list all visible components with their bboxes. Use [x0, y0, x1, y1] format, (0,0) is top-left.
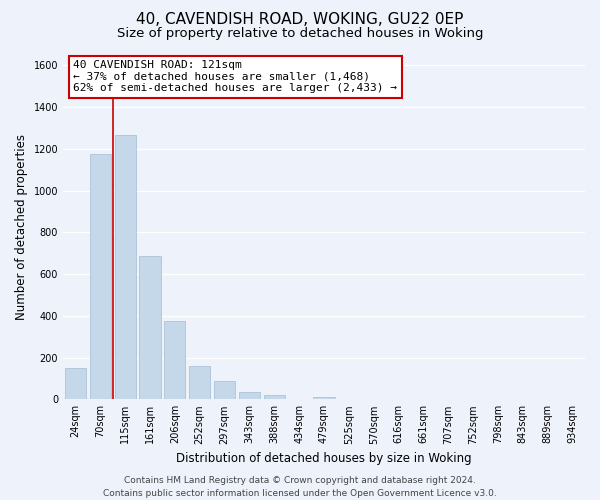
Bar: [189, 366, 211, 400]
Text: 40 CAVENDISH ROAD: 121sqm
← 37% of detached houses are smaller (1,468)
62% of se: 40 CAVENDISH ROAD: 121sqm ← 37% of detac…: [73, 60, 397, 94]
Bar: [164, 321, 185, 400]
Text: Size of property relative to detached houses in Woking: Size of property relative to detached ho…: [117, 28, 483, 40]
Bar: [115, 136, 136, 400]
Bar: [139, 256, 161, 400]
Bar: [90, 154, 111, 400]
Text: 40, CAVENDISH ROAD, WOKING, GU22 0EP: 40, CAVENDISH ROAD, WOKING, GU22 0EP: [136, 12, 464, 28]
Bar: [264, 394, 285, 400]
X-axis label: Distribution of detached houses by size in Woking: Distribution of detached houses by size …: [176, 452, 472, 465]
Y-axis label: Number of detached properties: Number of detached properties: [15, 134, 28, 320]
Bar: [65, 368, 86, 400]
Text: Contains HM Land Registry data © Crown copyright and database right 2024.
Contai: Contains HM Land Registry data © Crown c…: [103, 476, 497, 498]
Bar: [313, 397, 335, 400]
Bar: [214, 380, 235, 400]
Bar: [239, 392, 260, 400]
